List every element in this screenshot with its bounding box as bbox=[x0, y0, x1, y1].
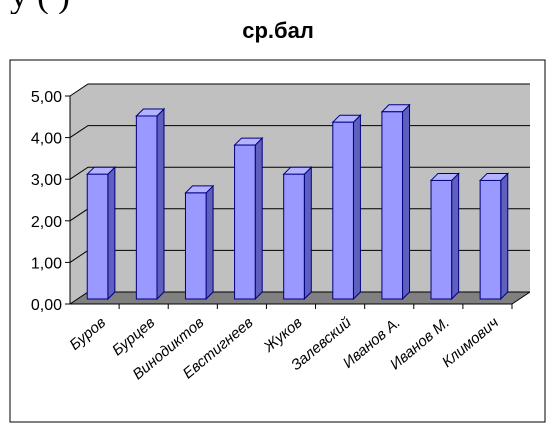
bar-side bbox=[402, 103, 411, 301]
x-axis-depth bbox=[511, 291, 531, 305]
y-tick-label: 5,00 bbox=[31, 89, 62, 106]
cropped-heading-text: у ( ) bbox=[10, 0, 530, 14]
y-tick-label: 3,00 bbox=[31, 172, 62, 189]
bar-side bbox=[156, 107, 165, 301]
bar bbox=[234, 144, 256, 300]
bar bbox=[332, 121, 354, 300]
y-tick-label: 2,00 bbox=[31, 214, 62, 231]
bar-side bbox=[254, 136, 263, 301]
bar bbox=[283, 173, 305, 300]
bar bbox=[381, 111, 404, 300]
chart-area: 0,00 1,00 2,00 3,00 4,00 5,00 Буров Бурцев Винод… bbox=[0, 55, 556, 427]
y-tick-label: 4,00 bbox=[31, 131, 62, 148]
bar bbox=[479, 179, 502, 300]
y-tick-label: 0,00 bbox=[31, 297, 62, 314]
bar bbox=[135, 115, 158, 300]
bar bbox=[184, 192, 207, 300]
bar bbox=[86, 173, 109, 300]
bar-side bbox=[107, 165, 116, 301]
bar-side bbox=[205, 184, 214, 301]
gridline bbox=[69, 83, 530, 97]
bar-side bbox=[352, 113, 361, 301]
bar bbox=[430, 179, 453, 300]
y-tick-label: 1,00 bbox=[31, 255, 62, 272]
bar-side bbox=[500, 172, 509, 301]
bar-side bbox=[303, 165, 312, 301]
chart-title: ср.бал bbox=[242, 18, 314, 43]
bar-side bbox=[451, 172, 460, 301]
side-wall bbox=[70, 84, 88, 304]
